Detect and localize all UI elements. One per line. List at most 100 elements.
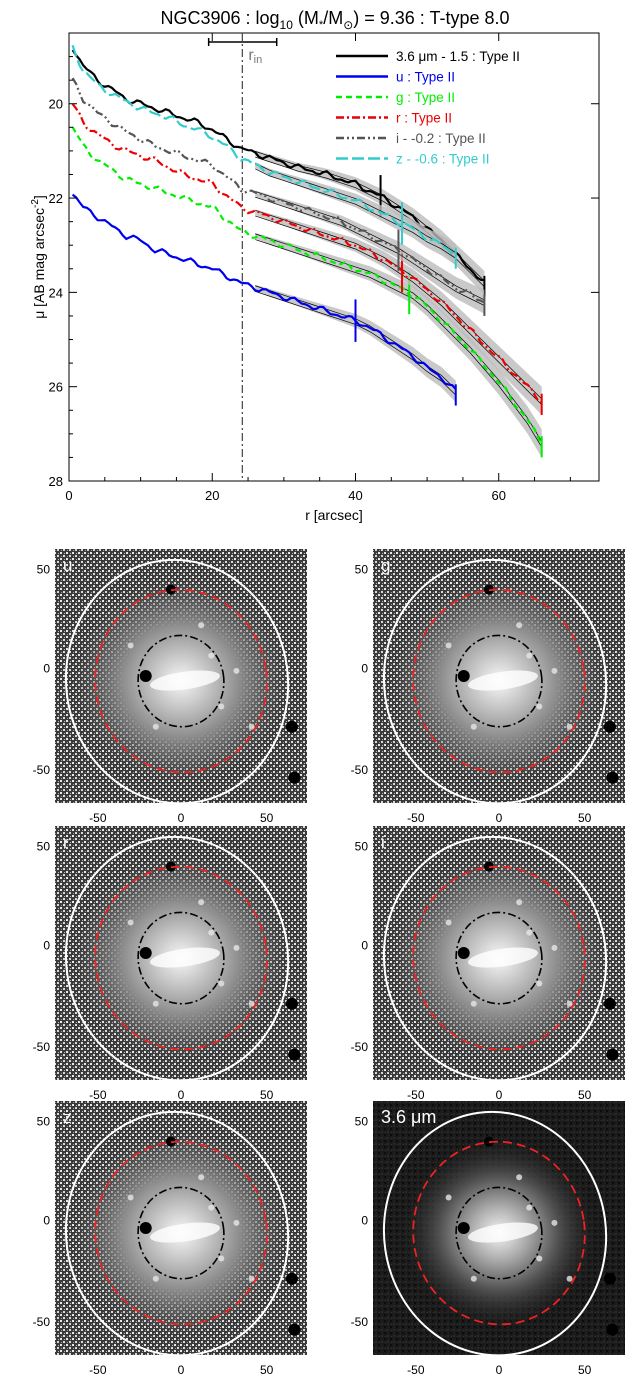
panel-y-tick-label: 0 bbox=[43, 938, 50, 952]
star-clump bbox=[198, 899, 205, 906]
panel-x-tick-label: 0 bbox=[178, 1088, 185, 1102]
title-mid: (M bbox=[293, 8, 319, 28]
star-clump bbox=[516, 1174, 523, 1181]
inner-ellipse bbox=[137, 911, 225, 1005]
profile-chart: NGC3906 : log10 (M*/M⊙) = 9.36 : T-type … bbox=[30, 8, 600, 523]
fit-line bbox=[255, 168, 456, 259]
star-clump bbox=[526, 652, 533, 659]
y-label-main: μ [AB mag arcsec bbox=[31, 208, 47, 319]
star-clump bbox=[248, 1000, 255, 1007]
panel-y-tick-label: 50 bbox=[37, 1114, 51, 1128]
y-axis-label: μ [AB mag arcsec-2] bbox=[30, 195, 47, 319]
masked-star bbox=[139, 947, 152, 959]
panel-label: z bbox=[63, 1108, 72, 1127]
star-clump bbox=[208, 652, 215, 659]
masked-star bbox=[603, 1272, 616, 1285]
y-tick-label: 26 bbox=[49, 380, 63, 395]
star-clump bbox=[218, 703, 225, 710]
title-rest: ) = 9.36 : T-type 8.0 bbox=[353, 8, 509, 28]
legend-label: 3.6 μm - 1.5 : Type II bbox=[396, 49, 520, 64]
star-clump bbox=[536, 980, 543, 987]
star-clump bbox=[218, 980, 225, 987]
fit-line bbox=[255, 196, 485, 306]
panel-label: 3.6 μm bbox=[381, 1107, 436, 1127]
star-clump bbox=[551, 944, 558, 951]
x-axis-label: r [arcsec] bbox=[305, 507, 363, 523]
star-clump bbox=[445, 919, 452, 926]
star-clump bbox=[152, 1000, 159, 1007]
fit-line bbox=[255, 191, 485, 301]
panel-y-tick-label: 50 bbox=[355, 839, 369, 853]
masked-star bbox=[606, 771, 619, 784]
star-clump bbox=[127, 919, 134, 926]
star-clump bbox=[208, 1204, 215, 1211]
x-tick-label: 20 bbox=[205, 488, 219, 503]
masked-star bbox=[483, 861, 494, 872]
panel-x-tick-label: 50 bbox=[578, 1363, 592, 1377]
star-clump bbox=[198, 622, 205, 629]
panel-y-tick-label: 0 bbox=[361, 1213, 368, 1227]
series-2 bbox=[71, 126, 543, 458]
masked-star bbox=[139, 670, 152, 682]
image-panel: r -50 0 50 50 0 -50 bbox=[33, 826, 307, 1102]
break-ellipse bbox=[412, 588, 586, 774]
panel-label: g bbox=[381, 556, 390, 575]
masked-star bbox=[165, 584, 176, 595]
break-ellipse bbox=[412, 865, 586, 1051]
panel-y-tick-label: -50 bbox=[351, 763, 369, 777]
panel-y-tick-label: -50 bbox=[33, 1040, 51, 1054]
panel-y-tick-label: 50 bbox=[355, 1114, 369, 1128]
plot-content: rin bbox=[71, 33, 543, 481]
masked-star bbox=[139, 1222, 152, 1234]
masked-star bbox=[165, 861, 176, 872]
star-clump bbox=[526, 1204, 533, 1211]
panel-y-tick-label: 0 bbox=[361, 938, 368, 952]
outer-ellipse bbox=[382, 835, 608, 1080]
panel-label: r bbox=[63, 833, 69, 852]
panel-x-tick-label: 0 bbox=[178, 1363, 185, 1377]
legend-label: u : Type II bbox=[396, 70, 455, 85]
panel-y-tick-label: -50 bbox=[33, 1315, 51, 1329]
star-clump bbox=[208, 929, 215, 936]
x-tick-label: 40 bbox=[348, 488, 362, 503]
star-clump bbox=[470, 1275, 477, 1282]
star-clump bbox=[516, 899, 523, 906]
star-clump bbox=[152, 1275, 159, 1282]
y-tick-label: 28 bbox=[49, 474, 63, 489]
panel-x-tick-label: 0 bbox=[496, 1363, 503, 1377]
title-sub: 10 bbox=[280, 18, 294, 32]
star-clump bbox=[233, 667, 240, 674]
star-clump bbox=[127, 642, 134, 649]
panel-x-tick-label: 50 bbox=[260, 811, 274, 825]
panel-x-tick-label: -50 bbox=[89, 1088, 107, 1102]
star-clump bbox=[248, 1275, 255, 1282]
star-clump bbox=[566, 1000, 573, 1007]
star-clump bbox=[233, 1219, 240, 1226]
star-clump bbox=[536, 703, 543, 710]
title-name: NGC3906 : log bbox=[160, 8, 279, 28]
chart-title: NGC3906 : log10 (M*/M⊙) = 9.36 : T-type … bbox=[160, 8, 509, 32]
outer-ellipse bbox=[382, 558, 608, 803]
star-clump bbox=[198, 1174, 205, 1181]
star-clump bbox=[445, 1194, 452, 1201]
outer-ellipse bbox=[64, 835, 290, 1080]
legend: 3.6 μm - 1.5 : Type II u : Type II g : Typ… bbox=[336, 49, 520, 167]
star-clump bbox=[566, 723, 573, 730]
galaxy-bar bbox=[468, 670, 538, 691]
title-star: * bbox=[319, 19, 324, 31]
masked-star bbox=[483, 584, 494, 595]
panel-label: u bbox=[63, 556, 72, 575]
star-clump bbox=[516, 622, 523, 629]
uncertainty-band bbox=[255, 284, 456, 403]
star-clump bbox=[526, 929, 533, 936]
profile-line bbox=[71, 193, 457, 390]
image-panel: g -50 0 50 50 0 -50 bbox=[351, 549, 625, 825]
y-label-end: ] bbox=[31, 195, 47, 199]
panel-x-tick-label: -50 bbox=[89, 1363, 107, 1377]
galaxy-bar bbox=[150, 670, 220, 691]
outer-ellipse bbox=[64, 558, 290, 803]
galaxy-bar bbox=[150, 1222, 220, 1243]
star-clump bbox=[551, 667, 558, 674]
panel-x-tick-label: -50 bbox=[407, 1088, 425, 1102]
